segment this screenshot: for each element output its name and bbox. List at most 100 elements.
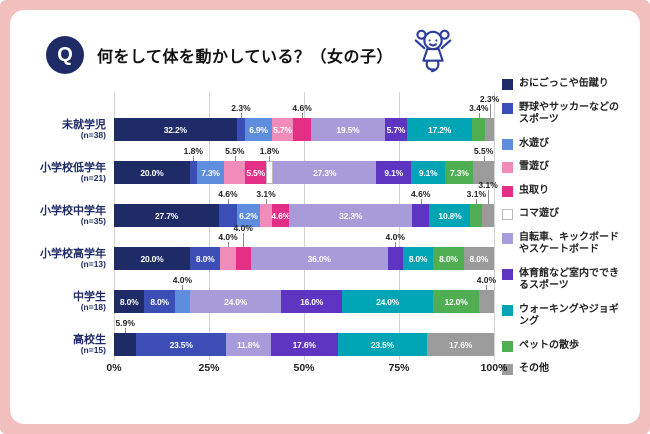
legend-swatch — [502, 79, 513, 90]
row-group-label: 小学校中学年 — [40, 204, 106, 217]
bar-segment: 24.0% — [342, 290, 434, 313]
segment-value-label: 36.0% — [307, 253, 331, 264]
chart-header: Q 何をして体を動かしている？（女の子） — [24, 22, 626, 84]
bar-segment — [485, 118, 494, 141]
stacked-bar: 8.0% 8.0% 24.0% 16.0% 24.0% 12.0% — [114, 290, 495, 313]
bar-segment — [189, 161, 197, 184]
axis-tick-label: 0% — [106, 362, 122, 374]
bar-plot-cell: 4.6% 3.1% 4.6% 3.1% 3.1% 27.7% 6.2% 4.6% 32.3% 10… — [114, 181, 498, 227]
bar-segment: 27.3% — [272, 161, 377, 184]
row-label: 未就学児 (n=38) — [24, 119, 114, 141]
bar-plot-cell: 2.3% 4.6% 3.4% 2.3% 32.2% 6.9% 5.7% 19.5% 5.7% 17… — [114, 95, 499, 141]
bar-segment: 6.2% — [236, 204, 261, 227]
bar-segment: 17.2% — [406, 118, 473, 141]
row-label: 高校生 (n=15) — [24, 334, 114, 356]
stacked-bar: 20.0% 7.3% 5.5% 27.3% 9.1% 9.1% 7.3% — [114, 161, 495, 184]
bar-segment — [260, 204, 272, 227]
bar-plot-cell: 1.8% 5.5% 1.8% 5.5% 20.0% 7.3% 5.5% 27.3% 9.1% 9.… — [114, 147, 495, 184]
callout-value-label: 1.8% — [183, 146, 203, 156]
row-n-label: (n=13) — [80, 259, 106, 270]
bar-segment: 32.2% — [114, 118, 237, 141]
bar-segment: 20.0% — [114, 247, 190, 270]
segment-value-label: 27.3% — [313, 167, 337, 178]
callout-value-label: 4.0% — [476, 275, 497, 285]
bar-segment: 8.0% — [114, 290, 145, 313]
bar-segment: 5.7% — [271, 118, 294, 141]
legend-label: 体育館など室内でできるスポーツ — [519, 267, 619, 292]
bar-segment: 8.0% — [463, 247, 495, 270]
row-group-label: 中学生 — [73, 290, 106, 303]
bar-segment — [387, 247, 403, 270]
segment-value-label: 8.0% — [195, 253, 215, 264]
callout-leader — [228, 242, 229, 247]
segment-value-label: 17.6% — [292, 339, 316, 350]
legend-label: おにごっこや缶蹴り — [519, 78, 609, 89]
segment-value-label: 16.0% — [300, 296, 324, 307]
bar-rows: 未就学児 (n=38) 2.3% 4.6% 3.4% 2.3% 32.2% 6.9% 5.7% 1… — [24, 92, 499, 356]
callout-value-label: 3.1% — [466, 189, 487, 199]
segment-value-label: 12.0% — [444, 296, 468, 307]
bar-segment: 10.8% — [429, 204, 471, 227]
segment-value-label: 32.3% — [339, 210, 363, 221]
segment-value-label: 9.1% — [418, 167, 438, 178]
legend-item: 水遊び — [502, 138, 626, 151]
callout-leader — [395, 242, 397, 247]
bar-segment — [224, 161, 246, 184]
row-group-label: 小学校低学年 — [40, 161, 106, 174]
segment-value-label: 5.5% — [246, 167, 265, 178]
row-n-label: (n=18) — [80, 302, 106, 313]
bar-segment — [219, 204, 237, 227]
bar-segment — [472, 118, 486, 141]
chart-legend: おにごっこや缶蹴り 野球やサッカーなどのスポーツ 水遊び 雪遊び 虫取り コマ遊び 自転車、… — [502, 78, 626, 412]
bar-segment: 20.0% — [114, 161, 190, 184]
bar-segment: 9.1% — [410, 161, 446, 184]
callout-leader — [478, 113, 480, 118]
segment-value-label: 17.6% — [448, 339, 473, 350]
x-axis: 0% 25% 50% 75% 100% — [106, 362, 507, 377]
callout-leader — [125, 328, 127, 333]
stacked-bar: 27.7% 6.2% 4.6% 32.3% 10.8% — [114, 204, 495, 227]
segment-value-label: 23.5% — [169, 339, 193, 350]
chart-body: 未就学児 (n=38) 2.3% 4.6% 3.4% 2.3% 32.2% 6.9% 5.7% 1… — [24, 78, 626, 412]
callout-value-label: 5.9% — [115, 318, 135, 328]
callout-value-label: 1.8% — [259, 146, 280, 156]
legend-label: ペットの散歩 — [519, 339, 579, 351]
callout-leader — [234, 156, 236, 161]
segment-value-label: 11.8% — [236, 339, 260, 350]
callout-leader — [488, 190, 490, 204]
callout-value-label: 5.5% — [473, 146, 494, 156]
bar-segment — [478, 290, 495, 313]
callout-value-label: 2.3% — [479, 94, 500, 104]
bar-segment: 19.5% — [310, 118, 386, 141]
bar-segment — [174, 290, 191, 313]
bar-segment — [470, 204, 483, 227]
row-n-label: (n=35) — [80, 216, 106, 227]
callout-leader — [476, 199, 478, 204]
segment-value-label: 4.6% — [271, 210, 290, 221]
row-group-label: 高校生 — [73, 333, 106, 346]
legend-item: ペットの散歩 — [502, 340, 626, 353]
legend-swatch — [502, 138, 513, 150]
segment-value-label: 17.2% — [427, 124, 452, 135]
callout-leader — [266, 199, 268, 204]
page-title: 何をして体を動かしている？（女の子） — [97, 49, 394, 66]
bar-segment — [412, 204, 430, 227]
bar-plot-cell: 5.9% 23.5% 11.8% 17.6% 23.5% 17.6% — [114, 319, 495, 356]
legend-item: 自転車、キックボードやスケートボード — [502, 232, 626, 257]
callout-leader — [269, 156, 271, 161]
legend-label: その他 — [519, 363, 549, 374]
legend-label: ウォーキングやジョギング — [519, 303, 619, 328]
chart-row: 小学校低学年 (n=21) 1.8% 5.5% 1.8% 5.5% 20.0% 7.3% 5.5… — [24, 141, 495, 184]
callout-value-label: 2.3% — [231, 103, 251, 113]
segment-value-label: 6.2% — [239, 210, 258, 221]
row-n-label: (n=38) — [80, 130, 106, 141]
legend-item: 体育館など室内でできるスポーツ — [502, 268, 626, 293]
bar-segment: 11.8% — [225, 333, 271, 356]
bar-segment: 17.6% — [270, 333, 338, 356]
bar-segment: 24.0% — [190, 290, 282, 313]
bar-segment: 5.5% — [245, 161, 267, 184]
segment-value-label: 8.0% — [119, 296, 139, 307]
legend-swatch — [502, 102, 513, 114]
segment-value-label: 8.0% — [439, 253, 458, 264]
axis-tick-label: 50% — [293, 362, 315, 374]
